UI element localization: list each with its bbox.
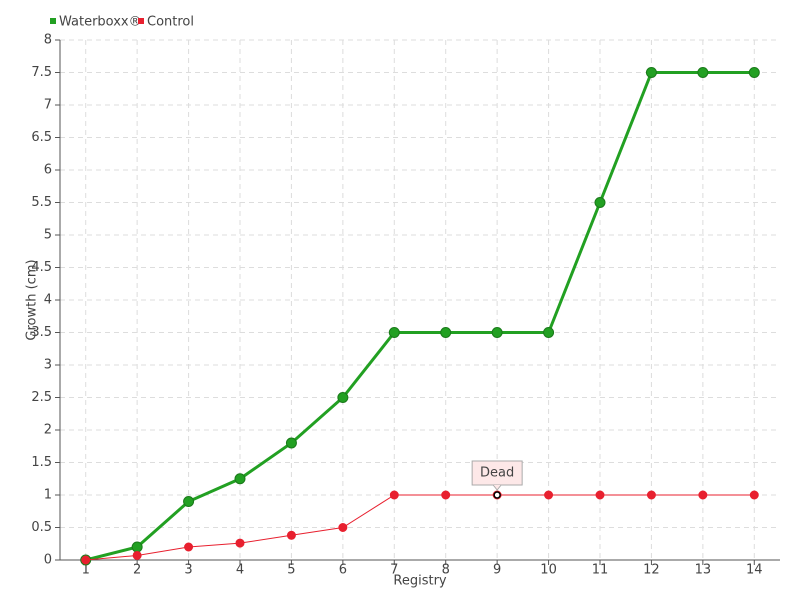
data-point — [183, 496, 195, 507]
data-point — [184, 542, 194, 552]
y-tick-label: 7 — [44, 98, 52, 113]
data-point — [544, 490, 554, 500]
x-tick-label: 12 — [643, 563, 660, 578]
y-tick-label: 2.5 — [31, 390, 52, 405]
x-tick-label: 7 — [390, 563, 398, 578]
data-point — [698, 490, 708, 500]
y-tick-label: 6.5 — [31, 130, 52, 145]
y-axis-label: Growth (cm) — [25, 259, 40, 340]
series-line — [85, 71, 755, 562]
data-point — [235, 538, 245, 548]
x-tick-label: 9 — [493, 563, 501, 578]
x-tick-label: 5 — [287, 563, 295, 578]
x-tick-label: 11 — [592, 563, 609, 578]
x-tick-label: 3 — [184, 563, 192, 578]
data-point — [337, 392, 349, 403]
data-point — [748, 67, 760, 78]
data-point — [441, 490, 451, 500]
data-point — [749, 490, 759, 500]
data-point — [285, 437, 297, 449]
data-point — [645, 67, 657, 78]
x-tick-label: 13 — [695, 563, 712, 578]
data-point — [491, 327, 503, 338]
data-point — [440, 327, 452, 338]
y-tick-label: 7.5 — [31, 65, 52, 80]
annotation-label: Dead — [480, 466, 514, 481]
x-tick-label: 2 — [133, 563, 141, 578]
y-tick-label: 1.5 — [31, 455, 52, 470]
x-tick-label: 1 — [82, 563, 90, 578]
y-tick-label: 5 — [44, 228, 52, 243]
x-tick-label: 4 — [236, 563, 244, 578]
y-tick-label: 0.5 — [31, 520, 52, 535]
x-tick-label: 10 — [540, 563, 557, 578]
data-point — [388, 327, 400, 338]
y-tick-label: 1 — [44, 488, 52, 503]
y-tick-label: 4.5 — [31, 260, 52, 275]
data-point — [132, 550, 142, 560]
y-tick-label: 3 — [44, 358, 52, 373]
data-point — [338, 523, 348, 532]
legend-swatch — [50, 18, 56, 24]
y-tick-label: 0 — [44, 553, 52, 568]
data-point — [646, 490, 656, 500]
data-point — [389, 490, 399, 500]
annotation-pointer — [492, 484, 502, 491]
data-point — [234, 473, 246, 485]
x-tick-label: 14 — [746, 563, 763, 578]
annotation-box — [471, 460, 523, 486]
data-point — [543, 327, 555, 338]
data-point — [81, 555, 91, 565]
data-point — [131, 541, 143, 553]
y-tick-label: 3.5 — [31, 325, 52, 340]
data-point — [595, 490, 605, 500]
y-tick-label: 4 — [44, 293, 52, 308]
y-tick-label: 5.5 — [31, 195, 52, 210]
x-axis-label: Registry — [393, 574, 447, 589]
legend-label: Control — [147, 15, 194, 30]
annotated-point — [493, 491, 501, 499]
x-tick-label: 6 — [339, 563, 347, 578]
y-tick-label: 6 — [44, 163, 52, 178]
data-point — [286, 530, 296, 540]
x-tick-label: 8 — [442, 563, 450, 578]
y-tick-label: 2 — [44, 423, 52, 438]
legend-label: Waterboxx® — [59, 15, 142, 30]
y-tick-label: 8 — [44, 33, 52, 48]
legend-swatch — [138, 18, 144, 24]
series-line — [85, 494, 755, 561]
data-point — [594, 197, 606, 208]
data-point — [697, 67, 709, 78]
